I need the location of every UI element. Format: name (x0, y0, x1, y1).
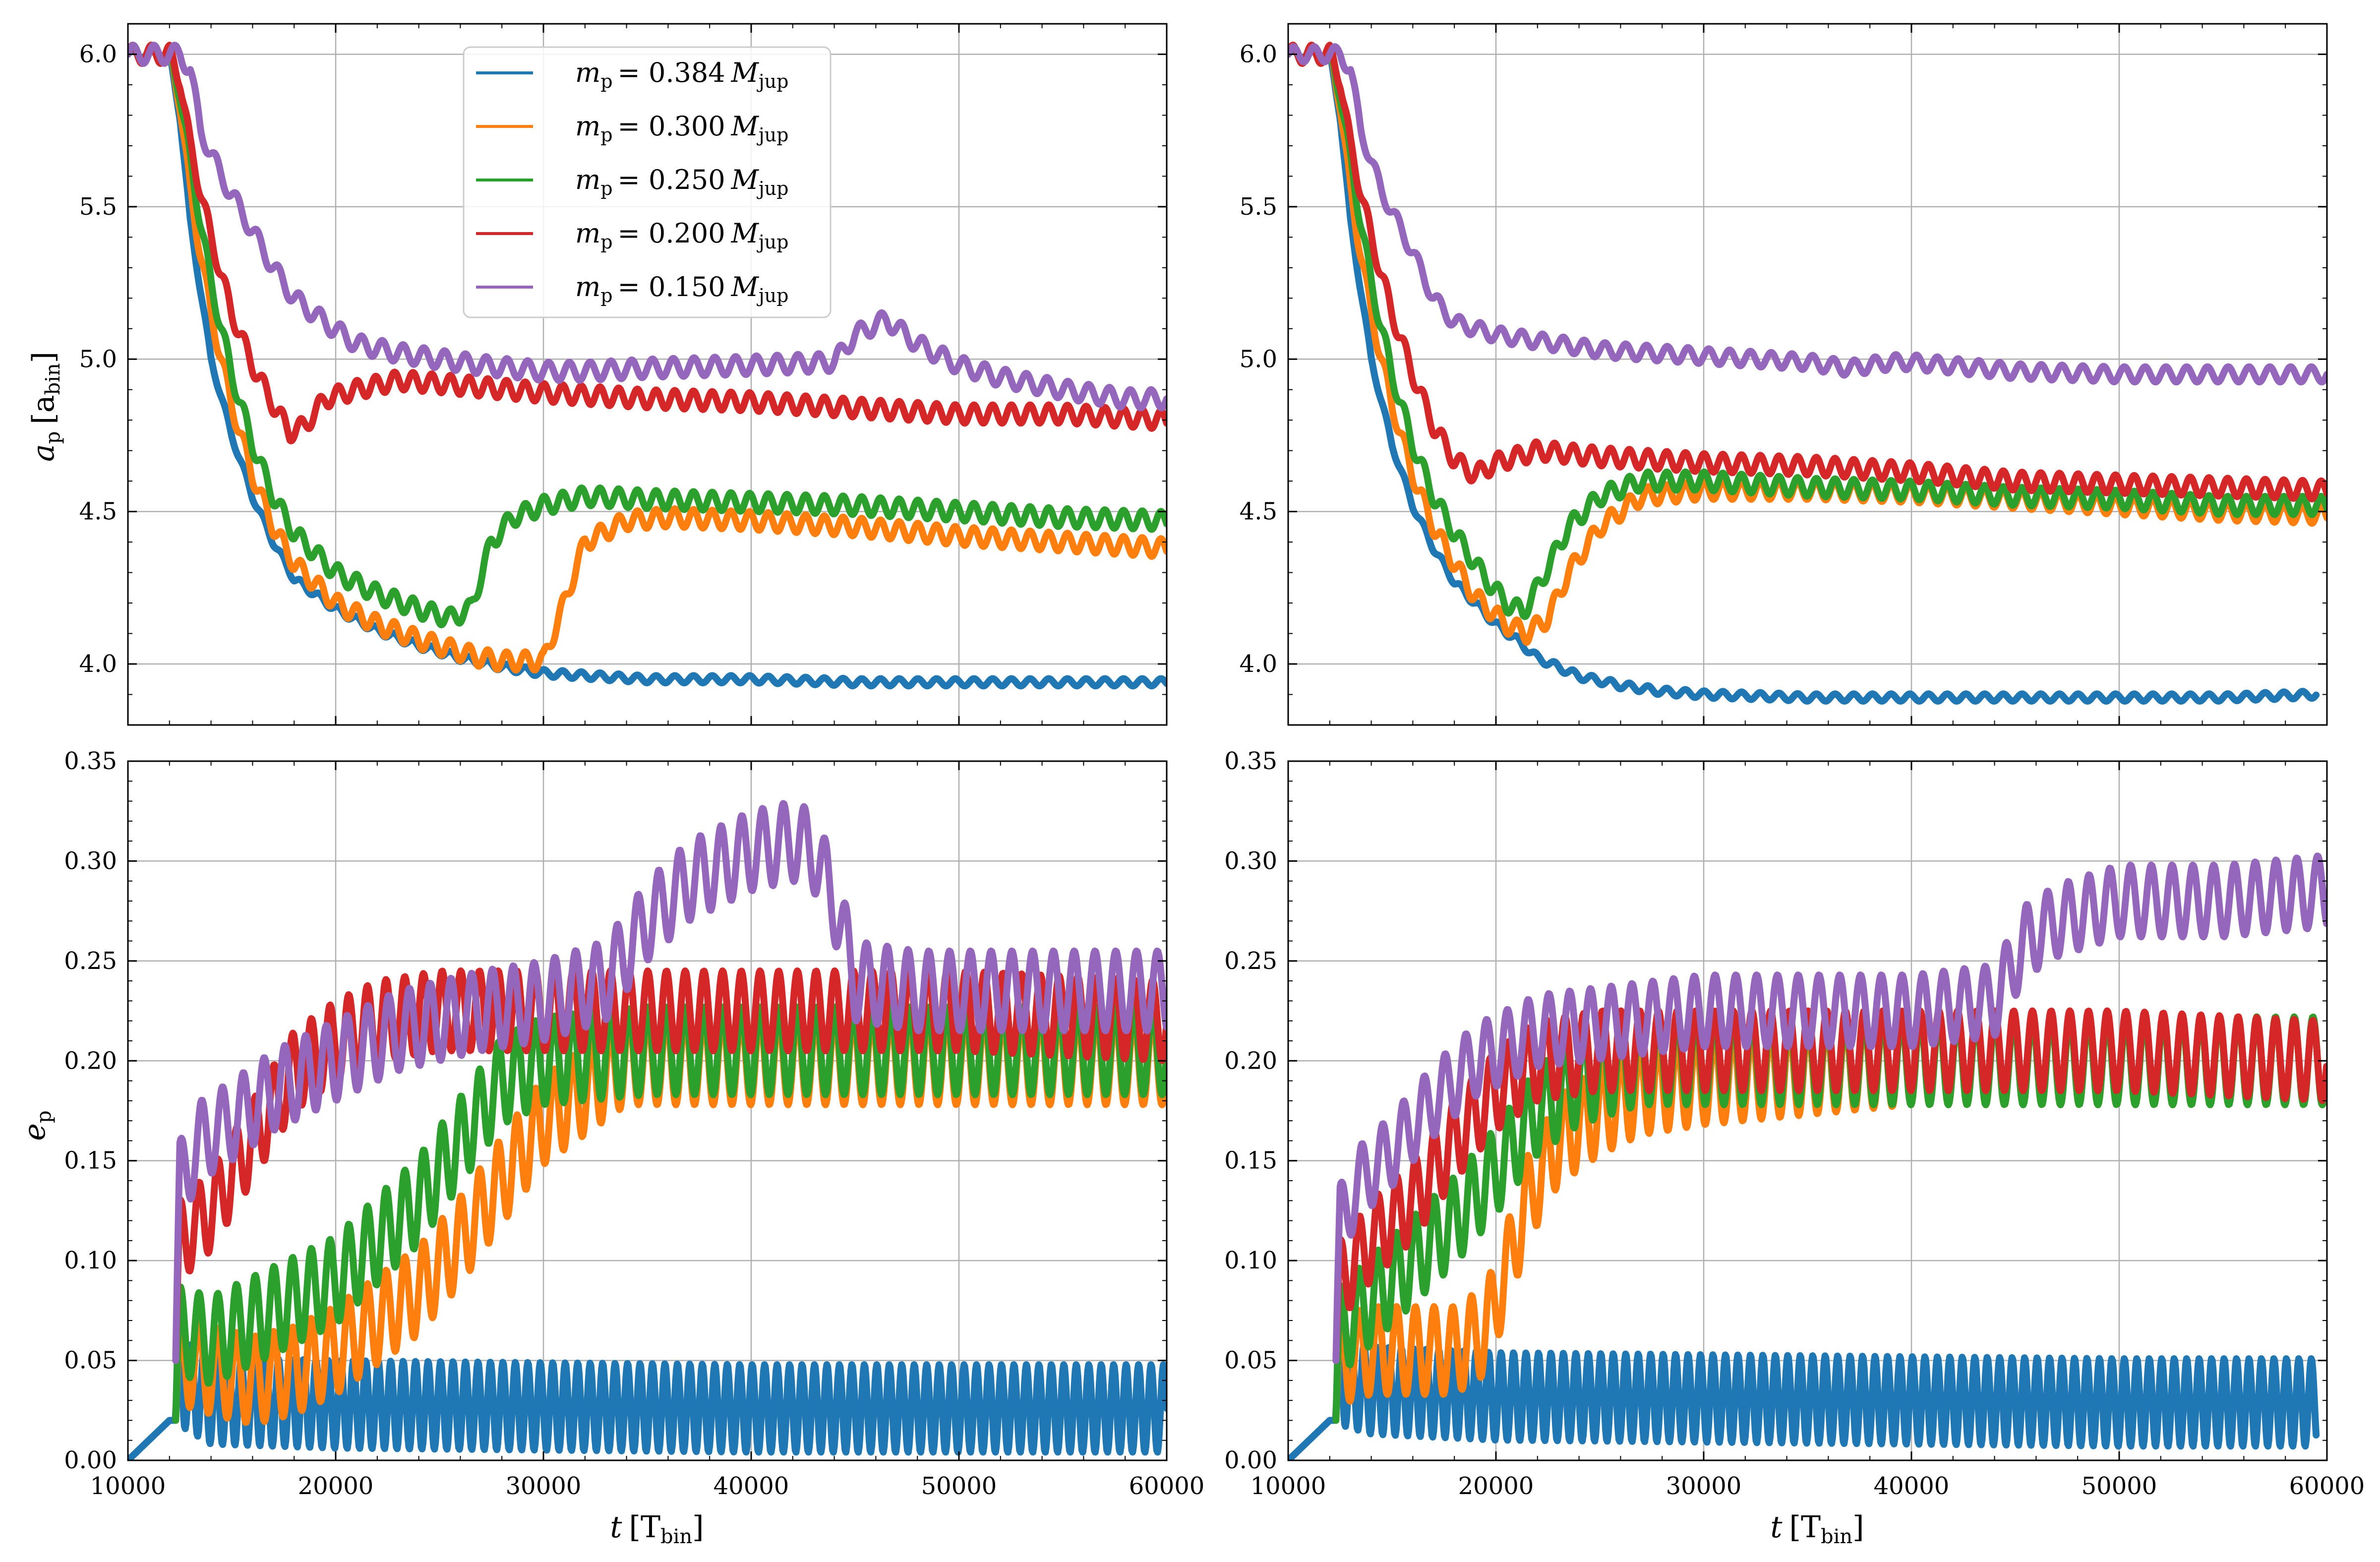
y-tick-label: 6.0 (79, 40, 117, 68)
y-tick-label: 0.20 (1224, 1047, 1277, 1075)
x-tick-label: 60000 (1129, 1472, 1205, 1500)
y-tick-label: 4.5 (1240, 498, 1277, 526)
series-line-mp-0150 (1332, 852, 2327, 1364)
y-tick-label: 0.05 (64, 1347, 117, 1375)
series-line-mp-0150 (128, 42, 1167, 412)
series-line-mp-0384 (1288, 1333, 2320, 1460)
x-tick-label: 40000 (714, 1472, 789, 1500)
series-line-mp-0384 (1288, 47, 2320, 705)
panel-bottom-left-eccentricity: 0.00 0.05 0.10 0.15 0.20 0.25 0.30 0.35 10000 200… (64, 747, 1204, 1500)
y-tick-label: 4.0 (79, 650, 117, 678)
x-tick-label: 10000 (90, 1472, 166, 1500)
xlabel-bottom-left: t [Tbin] (610, 1510, 704, 1548)
legend-item: mp = 0.200 Mjup (476, 218, 788, 253)
legend-label: mp = 0.200 Mjup (575, 218, 788, 253)
series-line-mp-0150 (172, 800, 1167, 1364)
y-tick-label: 0.10 (1224, 1247, 1277, 1274)
axes-frame (127, 23, 1168, 726)
y-tick-label: 4.5 (79, 498, 117, 526)
series-group (128, 42, 1167, 690)
series-line-mp-0384 (128, 47, 1167, 690)
y-tick-label: 5.0 (1240, 345, 1277, 373)
series-line-mp-0300 (128, 42, 1167, 674)
legend-label: mp = 0.250 Mjup (575, 164, 788, 199)
y-tick-label: 0.05 (1224, 1347, 1277, 1375)
y-tick-label: 0.35 (64, 747, 117, 775)
x-tick-label: 50000 (921, 1472, 997, 1500)
y-tick-label: 0.00 (64, 1446, 117, 1474)
y-tick-label: 6.0 (1240, 40, 1277, 68)
series-group (128, 800, 1167, 1460)
y-tick-label: 0.30 (64, 847, 117, 875)
ylabel-bottom: ep (17, 1110, 56, 1141)
series-line-mp-0150 (1288, 43, 2327, 386)
series-group (1288, 42, 2327, 705)
axes-frame (1287, 760, 2328, 1461)
y-tick-label: 4.0 (1240, 650, 1277, 678)
series-line-mp-0250 (128, 42, 1167, 629)
x-tick-label: 60000 (2289, 1472, 2365, 1500)
legend-item: mp = 0.250 Mjup (476, 164, 788, 199)
y-tick-label: 0.10 (64, 1247, 117, 1274)
legend-label: mp = 0.150 Mjup (575, 271, 788, 306)
y-tick-label: 0.35 (1224, 747, 1277, 775)
x-tick-label: 30000 (506, 1472, 582, 1500)
series-line-mp-0200 (128, 42, 1167, 444)
series-line-mp-0200 (1288, 42, 2327, 503)
x-tick-label: 20000 (298, 1472, 374, 1500)
y-tick-label: 0.30 (1224, 847, 1277, 875)
x-tick-label: 40000 (1874, 1472, 1950, 1500)
x-tick-label: 50000 (2082, 1472, 2157, 1500)
y-tick-label: 5.5 (79, 193, 117, 221)
legend-label: mp = 0.300 Mjup (575, 111, 788, 146)
legend-item: mp = 0.150 Mjup (476, 271, 788, 306)
y-tick-label: 0.15 (64, 1147, 117, 1175)
axes-frame (127, 760, 1168, 1461)
y-tick-label: 0.15 (1224, 1147, 1277, 1175)
x-tick-label: 10000 (1250, 1472, 1326, 1500)
panel-top-right-semimajor-axis: 4.0 4.5 5.0 5.5 6.0 (1240, 23, 2328, 726)
x-tick-label: 20000 (1458, 1472, 1534, 1500)
ylabel-top: ap[abin] (26, 352, 64, 462)
legend-item: mp = 0.300 Mjup (476, 111, 788, 146)
legend-frame (463, 46, 832, 318)
x-tick-label: 30000 (1666, 1472, 1742, 1500)
xlabel-bottom-right: t [Tbin] (1770, 1510, 1864, 1548)
y-tick-label: 5.0 (79, 345, 117, 373)
y-tick-label: 0.20 (64, 1047, 117, 1075)
panel-bottom-right-eccentricity: 0.00 0.05 0.10 0.15 0.20 0.25 0.30 0.35 10000 200… (1224, 747, 2365, 1500)
series-line-mp-0250 (1288, 42, 2327, 620)
panel-top-left-semimajor-axis: 4.0 4.5 5.0 5.5 6.0 (79, 23, 1168, 726)
y-tick-label: 5.5 (1240, 193, 1277, 221)
legend-item: mp = 0.384 Mjup (476, 57, 788, 92)
y-tick-label: 0.00 (1224, 1446, 1277, 1474)
legend: mp = 0.384 Mjup mp = 0.300 Mjup mp = 0.250 Mju… (463, 46, 832, 318)
y-tick-label: 0.25 (64, 947, 117, 975)
series-group (1288, 852, 2327, 1460)
axes-frame (1287, 23, 2328, 726)
legend-label: mp = 0.384 Mjup (575, 57, 788, 92)
y-tick-label: 0.25 (1224, 947, 1277, 975)
